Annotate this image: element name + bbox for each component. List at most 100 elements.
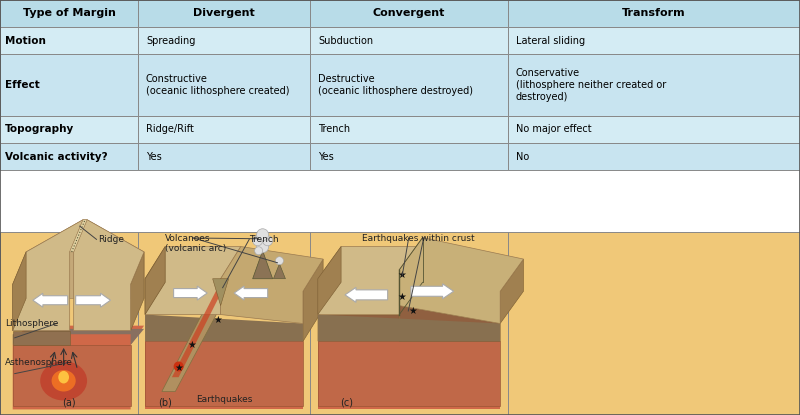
Polygon shape: [145, 247, 165, 315]
Polygon shape: [172, 288, 224, 377]
FancyArrow shape: [76, 293, 110, 307]
Bar: [0, 116, 138, 143]
Polygon shape: [145, 342, 303, 410]
Ellipse shape: [58, 371, 69, 383]
Bar: [138, 143, 310, 170]
Polygon shape: [145, 342, 303, 406]
Bar: [310, 27, 508, 54]
Circle shape: [253, 236, 262, 246]
Polygon shape: [70, 220, 87, 252]
Polygon shape: [13, 252, 26, 331]
FancyArrow shape: [174, 286, 207, 300]
Text: No: No: [516, 151, 530, 161]
Text: Yes: Yes: [318, 151, 334, 161]
Text: ★: ★: [409, 306, 418, 316]
Bar: [508, 143, 800, 170]
Bar: [0, 232, 800, 415]
Bar: [508, 54, 800, 116]
Text: Volcanoes
(volcanic arc): Volcanoes (volcanic arc): [165, 234, 226, 254]
Circle shape: [262, 236, 273, 246]
Polygon shape: [399, 305, 500, 342]
Text: (a): (a): [62, 398, 76, 408]
Text: Volcanic activity?: Volcanic activity?: [5, 151, 108, 161]
Text: Constructive
(oceanic lithosphere created): Constructive (oceanic lithosphere create…: [146, 74, 290, 96]
Text: Ridge/Rift: Ridge/Rift: [146, 124, 194, 134]
Circle shape: [254, 247, 262, 255]
Polygon shape: [145, 247, 241, 315]
Text: Conservative
(lithosphere neither created or
destroyed): Conservative (lithosphere neither create…: [516, 68, 666, 102]
Bar: [310, 143, 508, 170]
Bar: [310, 116, 508, 143]
Polygon shape: [303, 259, 323, 342]
Ellipse shape: [40, 361, 87, 400]
Text: Trench: Trench: [250, 235, 279, 244]
Text: Asthenosphere: Asthenosphere: [5, 359, 73, 367]
Polygon shape: [318, 247, 422, 315]
Polygon shape: [500, 259, 523, 324]
Polygon shape: [274, 264, 286, 279]
Polygon shape: [318, 342, 500, 406]
Text: Effect: Effect: [5, 80, 40, 90]
Text: Earthquakes: Earthquakes: [196, 395, 252, 404]
Text: ★: ★: [174, 363, 183, 373]
Polygon shape: [13, 329, 144, 345]
Polygon shape: [318, 247, 341, 315]
Text: Yes: Yes: [146, 151, 162, 161]
Polygon shape: [221, 247, 323, 324]
Polygon shape: [213, 279, 229, 305]
Circle shape: [257, 241, 269, 253]
Bar: [0, 54, 138, 116]
Circle shape: [257, 229, 269, 241]
Text: No major effect: No major effect: [516, 124, 592, 134]
Text: ★: ★: [397, 270, 406, 280]
Circle shape: [275, 257, 283, 265]
Ellipse shape: [51, 370, 76, 391]
Text: Spreading: Spreading: [146, 36, 195, 46]
Bar: [0, 143, 138, 170]
Bar: [138, 0, 310, 27]
Bar: [138, 54, 310, 116]
Text: Subduction: Subduction: [318, 36, 373, 46]
Text: (c): (c): [341, 398, 354, 408]
Bar: [138, 27, 310, 54]
FancyArrow shape: [33, 293, 68, 307]
Text: Divergent: Divergent: [193, 8, 255, 19]
Text: Ridge: Ridge: [98, 235, 125, 244]
Polygon shape: [318, 315, 500, 342]
Text: Destructive
(oceanic lithosphere destroyed): Destructive (oceanic lithosphere destroy…: [318, 74, 473, 96]
Text: Lithosphere: Lithosphere: [5, 319, 58, 328]
Text: Convergent: Convergent: [373, 8, 445, 19]
FancyArrow shape: [345, 287, 388, 303]
Polygon shape: [162, 288, 230, 391]
Text: Earthquakes within crust: Earthquakes within crust: [362, 234, 475, 243]
Polygon shape: [145, 315, 303, 342]
Text: Motion: Motion: [5, 36, 46, 46]
Bar: [310, 0, 508, 27]
Polygon shape: [26, 220, 144, 298]
Text: (b): (b): [158, 398, 172, 408]
Polygon shape: [74, 220, 144, 331]
Polygon shape: [318, 315, 399, 342]
Text: Transform: Transform: [622, 8, 686, 19]
Polygon shape: [13, 220, 83, 331]
Text: Type of Margin: Type of Margin: [22, 8, 115, 19]
Text: Lateral sliding: Lateral sliding: [516, 36, 585, 46]
Text: ★: ★: [397, 292, 406, 302]
Bar: [0, 0, 138, 27]
FancyArrow shape: [234, 286, 268, 300]
Bar: [310, 54, 508, 116]
Text: ★: ★: [188, 340, 197, 350]
Text: ★: ★: [214, 315, 222, 325]
Polygon shape: [13, 331, 70, 345]
Bar: [508, 0, 800, 27]
Bar: [0, 27, 138, 54]
Bar: [508, 116, 800, 143]
Polygon shape: [399, 237, 523, 324]
Bar: [138, 116, 310, 143]
Text: Topography: Topography: [5, 124, 74, 134]
Polygon shape: [13, 326, 144, 410]
FancyArrow shape: [411, 284, 454, 299]
Polygon shape: [253, 251, 273, 279]
Polygon shape: [13, 345, 130, 406]
Circle shape: [174, 361, 184, 371]
